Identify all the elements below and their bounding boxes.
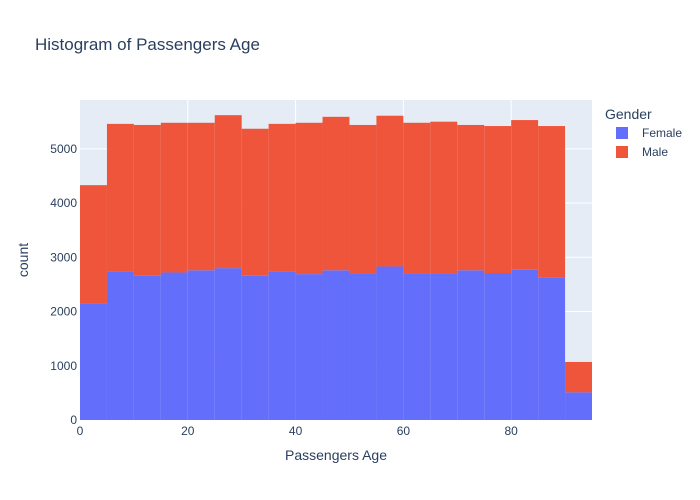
- bar-male-80: [511, 120, 539, 270]
- bar-female-20: [187, 270, 215, 420]
- bar-male-65: [430, 121, 458, 274]
- bar-male-40: [295, 122, 323, 275]
- y-axis-ticks: 0 1000 2000 3000 4000 5000: [50, 142, 77, 427]
- legend-swatch-female: [616, 127, 628, 139]
- bar-female-35: [268, 271, 296, 420]
- legend-label-male: Male: [642, 145, 668, 159]
- bar-female-45: [322, 270, 350, 420]
- bar-male-60: [403, 122, 431, 274]
- bar-male-35: [268, 123, 296, 272]
- bar-male-30: [241, 128, 269, 276]
- legend-title: Gender: [605, 106, 652, 122]
- bar-female-55: [376, 266, 404, 420]
- legend: Gender Female Male: [605, 106, 682, 159]
- bar-female-65: [430, 273, 458, 420]
- bar-female-25: [214, 268, 242, 420]
- bar-female-90: [565, 392, 592, 420]
- bar-female-50: [349, 273, 377, 420]
- y-tick-label: 5000: [50, 142, 77, 156]
- bar-female-60: [403, 273, 431, 420]
- bar-male-0: [80, 185, 107, 304]
- bar-female-80: [511, 269, 539, 420]
- legend-label-female: Female: [642, 126, 682, 140]
- x-axis-title: Passengers Age: [285, 447, 387, 463]
- y-tick-label: 4000: [50, 196, 77, 210]
- bar-male-25: [214, 115, 242, 269]
- legend-swatch-male: [616, 146, 628, 158]
- bar-male-85: [538, 126, 566, 278]
- bar-male-15: [160, 122, 188, 273]
- bars: [80, 115, 592, 420]
- chart-title: Histogram of Passengers Age: [35, 35, 260, 54]
- x-tick-label: 80: [504, 424, 518, 438]
- y-tick-label: 1000: [50, 359, 77, 373]
- bar-male-55: [376, 115, 404, 267]
- x-tick-label: 20: [181, 424, 195, 438]
- x-tick-label: 40: [289, 424, 303, 438]
- bar-female-30: [241, 275, 269, 420]
- bar-male-20: [187, 122, 215, 271]
- bar-female-70: [457, 270, 485, 420]
- bar-female-40: [295, 274, 323, 420]
- y-tick-label: 2000: [50, 305, 77, 319]
- y-tick-label: 0: [70, 413, 77, 427]
- bar-female-85: [538, 277, 566, 420]
- bar-female-10: [133, 275, 161, 420]
- bar-male-50: [349, 124, 377, 274]
- x-axis-ticks: 0 20 40 60 80: [77, 424, 518, 438]
- bar-female-5: [106, 271, 134, 420]
- bar-male-70: [457, 124, 485, 271]
- bar-male-5: [106, 123, 134, 272]
- bar-male-90: [565, 361, 592, 393]
- x-tick-label: 60: [397, 424, 411, 438]
- bar-male-75: [484, 126, 512, 274]
- y-axis-title: count: [15, 243, 31, 277]
- bar-male-45: [322, 116, 350, 271]
- y-tick-label: 3000: [50, 250, 77, 264]
- bar-male-10: [133, 124, 161, 276]
- bar-female-75: [484, 273, 512, 420]
- bar-female-15: [160, 272, 188, 420]
- x-tick-label: 0: [77, 424, 84, 438]
- bar-female-0: [80, 303, 107, 420]
